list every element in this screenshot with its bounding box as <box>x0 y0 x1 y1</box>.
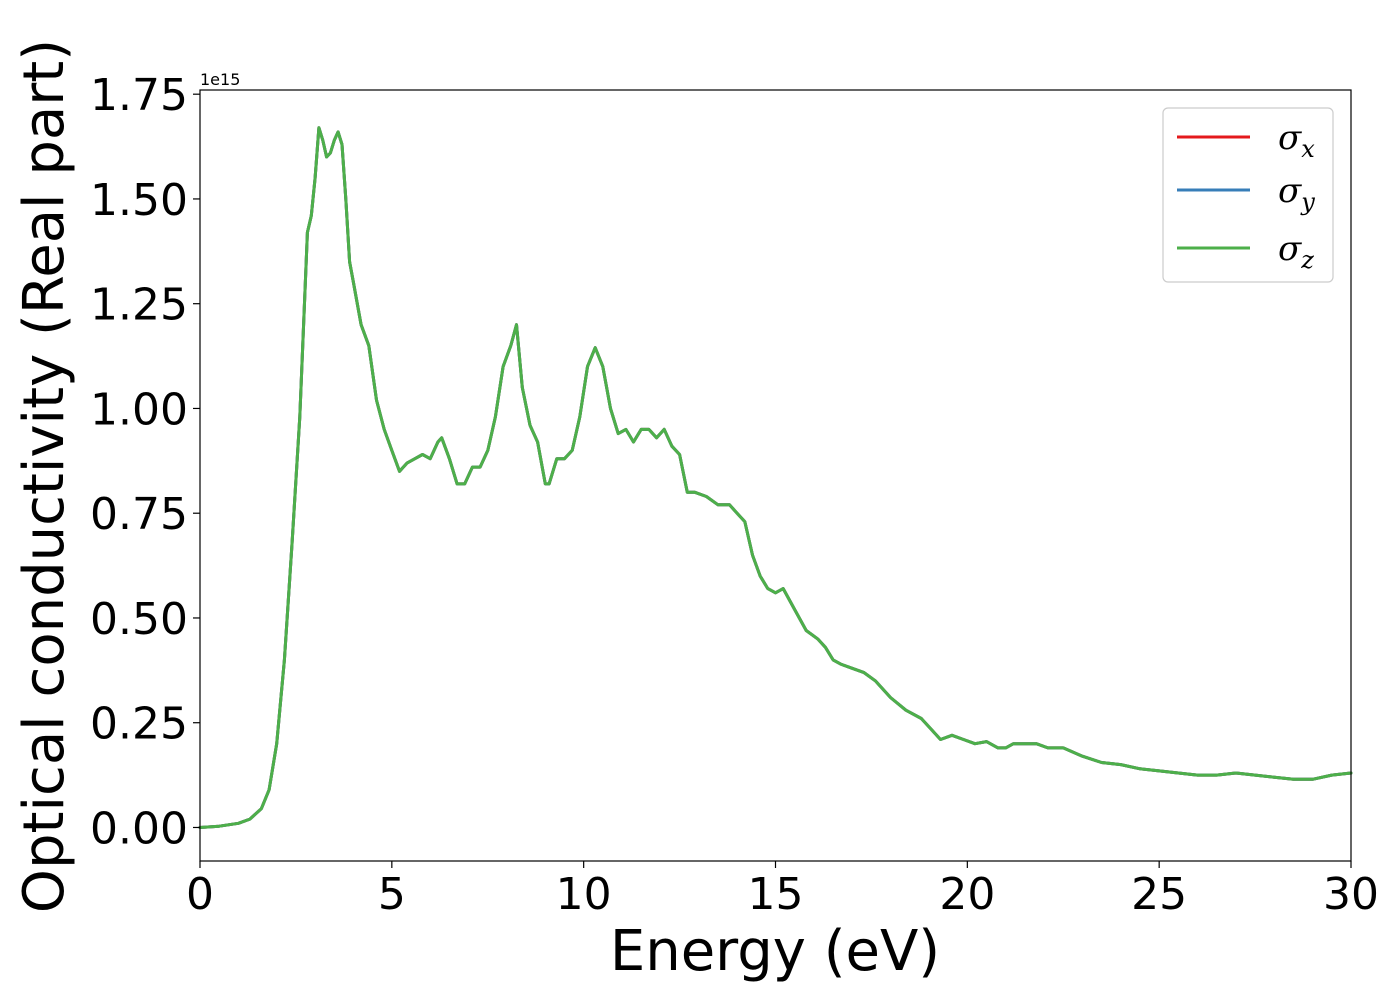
legend-entries: σx σy σz <box>1177 118 1315 274</box>
x-axis-label: Energy (eV) <box>610 919 940 984</box>
y-axis-label: Optical conductivity (Real part) <box>12 39 77 913</box>
y-tick-label: 1.50 <box>90 175 188 226</box>
x-tick-label: 30 <box>1323 869 1379 920</box>
legend-label-z: σz <box>1278 229 1314 274</box>
x-tick-label: 0 <box>186 869 214 920</box>
legend: σx σy σz <box>1162 107 1334 283</box>
y-tick-label: 0.00 <box>90 803 188 854</box>
x-tick-label: 5 <box>378 869 406 920</box>
x-axis-ticks: 0 5 10 15 20 25 30 <box>186 861 1379 920</box>
x-tick-label: 20 <box>939 869 995 920</box>
legend-box <box>1162 107 1334 283</box>
y-axis-offset-label: 1e15 <box>200 70 240 89</box>
series-line-z <box>198 126 1353 829</box>
series-layer <box>198 126 1353 829</box>
legend-label-x: σx <box>1278 118 1315 163</box>
y-tick-label: 1.25 <box>90 280 188 331</box>
y-tick-label: 0.75 <box>90 489 188 540</box>
y-tick-label: 0.50 <box>90 594 188 645</box>
legend-label-y: σy <box>1278 171 1315 216</box>
y-axis-ticks: 0.00 0.25 0.50 0.75 1.00 1.25 1.50 1.75 <box>90 70 200 854</box>
x-tick-label: 25 <box>1131 869 1187 920</box>
y-tick-label: 1.00 <box>90 384 188 435</box>
x-tick-label: 10 <box>556 869 612 920</box>
y-tick-label: 1.75 <box>90 70 188 121</box>
y-tick-label: 0.25 <box>90 699 188 750</box>
x-tick-label: 15 <box>748 869 804 920</box>
